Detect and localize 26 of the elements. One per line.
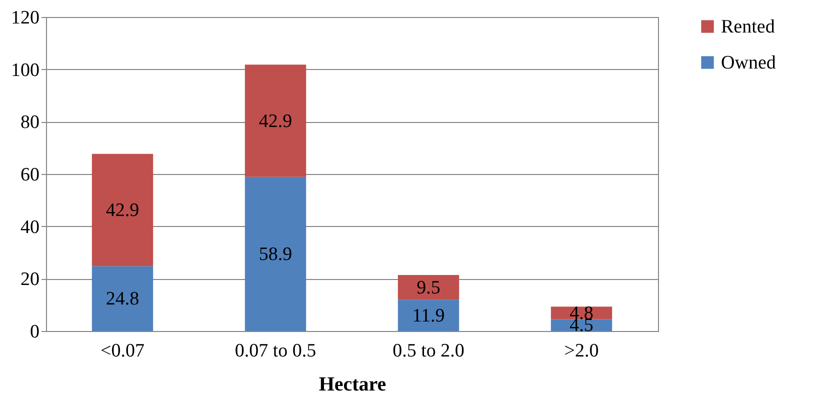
y-tick-label: 0: [30, 322, 40, 342]
data-label: 24.8: [106, 288, 140, 310]
y-tick-label: 80: [20, 112, 40, 134]
data-label: 9.5: [416, 277, 440, 298]
x-tick-label: 0.5 to 2.0: [392, 340, 464, 362]
y-tick-label: 100: [11, 60, 40, 81]
y-tick-label: 60: [20, 164, 40, 186]
legend-label: Owned: [721, 52, 776, 74]
bar: [92, 154, 154, 266]
legend-label: Rented: [721, 16, 776, 38]
bar: [244, 64, 306, 177]
data-label: 11.9: [412, 305, 445, 326]
bar: [398, 300, 460, 331]
bar: [398, 275, 460, 300]
y-tick-label: 20: [20, 269, 40, 290]
bar: [92, 266, 154, 331]
bar: [244, 176, 306, 331]
x-tick-label: <0.07: [100, 340, 144, 362]
data-label: 42.9: [106, 200, 140, 221]
data-label: 58.9: [258, 244, 292, 265]
y-tick-label: 120: [11, 8, 40, 28]
x-axis-title: Hectare: [318, 374, 386, 396]
data-label: 42.9: [258, 110, 292, 132]
x-tick-label: >2.0: [564, 340, 599, 362]
y-tick-label: 40: [20, 216, 40, 238]
x-tick-label: 0.07 to 0.5: [234, 340, 316, 362]
